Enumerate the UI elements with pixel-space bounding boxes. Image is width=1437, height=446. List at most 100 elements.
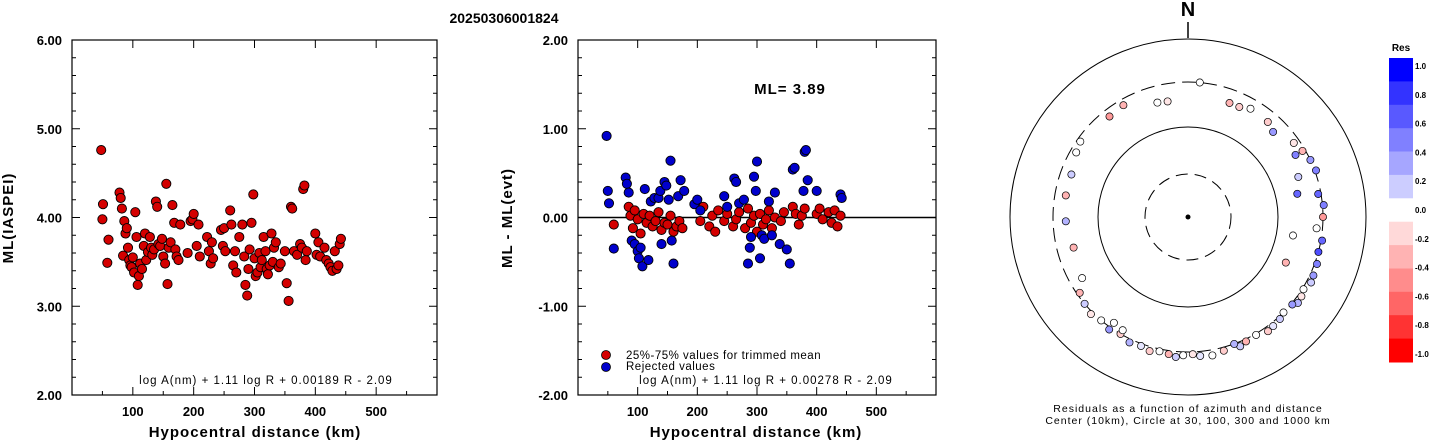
polar-station-point xyxy=(1137,342,1145,350)
polar-station-point xyxy=(1153,98,1162,107)
polar-station-point xyxy=(1309,271,1318,280)
polar-station-point xyxy=(1289,231,1297,240)
colorbar-tick-label: -0.6 xyxy=(1415,292,1429,301)
residual-xtick-label: 200 xyxy=(686,404,708,419)
residual-colorbar: Res 1.0 0.8 0.6 0.4 0.2 0.0 -0.2 -0.4 -0.6 -0.8 -1… xyxy=(1389,43,1429,363)
polar-station-point xyxy=(1075,288,1084,297)
polar-station-point xyxy=(1061,191,1070,200)
polar-station-point xyxy=(1125,338,1134,347)
ml-point xyxy=(283,295,294,306)
ml-point xyxy=(256,255,267,266)
polar-station-point xyxy=(1246,104,1255,113)
residual-point xyxy=(627,223,638,234)
polar-station-point xyxy=(1291,150,1300,159)
residual-point xyxy=(750,185,761,196)
ml-point xyxy=(191,240,202,251)
residual-y-axis-label: ML - ML(evt) xyxy=(499,168,516,268)
ml-point xyxy=(193,219,204,230)
ml-point xyxy=(156,233,168,244)
residual-point xyxy=(650,216,661,227)
polar-station-point xyxy=(1263,117,1272,126)
polar-station-point xyxy=(1195,78,1204,87)
ml-point xyxy=(248,189,259,200)
colorbar-cell xyxy=(1389,338,1413,363)
colorbar-tick-label: 0.6 xyxy=(1415,120,1427,129)
ml-ytick-label: 2.00 xyxy=(37,388,62,403)
polar-station-point xyxy=(1288,300,1297,309)
residual-ytick-label: 1.00 xyxy=(543,122,568,137)
polar-station-point xyxy=(1196,351,1205,360)
residual-point xyxy=(608,219,619,230)
ml-point xyxy=(270,237,281,248)
colorbar-cell xyxy=(1389,58,1413,82)
polar-caption-line1: Residuals as a function of azimuth and d… xyxy=(1053,403,1322,415)
residual-point xyxy=(778,207,789,218)
ml-point xyxy=(266,228,277,239)
ml-point xyxy=(173,255,184,266)
ml-point xyxy=(188,208,199,219)
residual-point xyxy=(637,261,648,272)
ring-100km xyxy=(1097,126,1279,308)
residual-point xyxy=(774,239,785,250)
ml-point xyxy=(152,201,163,212)
ml-point xyxy=(329,246,340,257)
residual-point xyxy=(603,198,615,209)
ml-point xyxy=(226,219,237,230)
ml-xtick-label: 200 xyxy=(183,404,205,419)
colorbar-tick-label: -0.2 xyxy=(1415,235,1429,244)
ml-point xyxy=(300,255,311,266)
residual-xtick-label: 300 xyxy=(746,404,768,419)
ml-point xyxy=(97,214,108,225)
residual-point xyxy=(811,185,822,196)
colorbar-cell xyxy=(1389,198,1413,223)
residual-point xyxy=(793,219,804,230)
residual-point xyxy=(744,242,755,253)
ml-point xyxy=(165,237,176,248)
colorbar-cell xyxy=(1389,245,1413,269)
polar-station-point xyxy=(1230,339,1239,348)
polar-station-point xyxy=(1313,260,1321,268)
polar-station-point xyxy=(1275,315,1284,323)
residual-point xyxy=(734,207,745,218)
residual-point xyxy=(835,210,846,221)
polar-station-point xyxy=(1293,189,1302,198)
ml-point xyxy=(237,219,248,230)
residual-point xyxy=(653,207,664,218)
ml-xtick-label: 500 xyxy=(365,404,387,419)
residual-point xyxy=(635,242,646,253)
residual-point xyxy=(695,216,706,227)
legend-rejected-label: Rejected values xyxy=(626,361,715,373)
polar-station-point xyxy=(1307,278,1316,287)
colorbar-tick-label: 1.0 xyxy=(1415,62,1427,71)
ml-point xyxy=(287,203,298,214)
ring-1000km xyxy=(1009,38,1367,396)
legend-trimmed-label: 25%-75% values for trimmed mean xyxy=(626,350,821,362)
colorbar-tick-label: 0.4 xyxy=(1415,148,1427,157)
polar-station-point xyxy=(1097,316,1106,325)
polar-station-point xyxy=(1252,330,1261,339)
colorbar-cell xyxy=(1389,268,1413,293)
north-label: N xyxy=(1181,0,1195,21)
residual-point xyxy=(656,239,667,250)
ml-point xyxy=(206,237,217,248)
residual-points xyxy=(601,130,847,272)
polar-station-point xyxy=(1076,137,1085,146)
residual-point xyxy=(784,258,795,269)
residual-point xyxy=(769,187,780,198)
polar-station-point xyxy=(1318,236,1327,245)
ml-point xyxy=(301,246,312,257)
ml-point xyxy=(319,242,330,253)
polar-station-point xyxy=(1319,213,1327,221)
polar-station-point xyxy=(1298,146,1307,155)
residual-point xyxy=(766,230,777,241)
ml-point xyxy=(161,178,172,189)
ml-point xyxy=(160,258,171,269)
ml-point xyxy=(175,219,186,230)
colorbar-tick-label: 0.0 xyxy=(1415,206,1427,215)
polar-station-point xyxy=(1188,350,1197,359)
ring-30km xyxy=(1144,173,1232,261)
residual-point xyxy=(731,176,742,188)
colorbar-cell xyxy=(1389,221,1413,246)
